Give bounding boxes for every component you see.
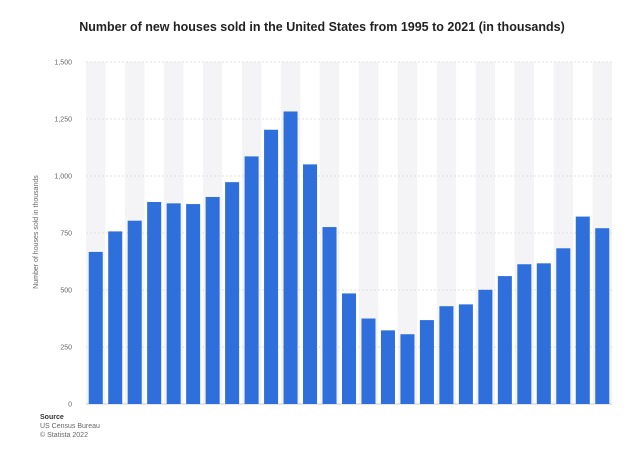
- bar-2009: [361, 318, 376, 404]
- y-tick-label: 0: [68, 402, 72, 409]
- bar-2004: [264, 129, 279, 404]
- y-tick-label: 1,000: [54, 174, 72, 181]
- bar-2008: [341, 293, 357, 404]
- y-tick-label: 250: [60, 345, 72, 352]
- bar-2013: [439, 306, 454, 404]
- bar-1999: [166, 203, 181, 404]
- bar-1996: [108, 231, 123, 404]
- bar-2019: [556, 248, 571, 404]
- y-tick-label: 1,250: [54, 117, 72, 124]
- source-name: US Census Bureau: [40, 423, 100, 430]
- bar-1998: [147, 201, 162, 404]
- bar-1997: [127, 220, 142, 404]
- bar-2018: [536, 263, 551, 404]
- bar-2021: [595, 228, 610, 404]
- bar-1995: [88, 251, 103, 404]
- bar-2017: [517, 264, 532, 404]
- source-heading: Source: [40, 414, 64, 421]
- bar-2015: [478, 289, 493, 404]
- bar-2006: [303, 164, 318, 404]
- y-axis-ticks: 0 250 500 750 1,000 1,250 1,500: [54, 60, 72, 409]
- bar-2014: [458, 304, 473, 404]
- chart-title: Number of new houses sold in the United …: [79, 20, 565, 34]
- bar-2010: [380, 330, 395, 404]
- y-tick-label: 750: [60, 231, 72, 238]
- copyright: © Statista 2022: [40, 432, 88, 439]
- y-tick-label: 1,500: [54, 60, 72, 67]
- bar-2000: [186, 204, 201, 404]
- y-tick-label: 500: [60, 288, 72, 295]
- bar-2016: [497, 276, 512, 404]
- bar-2011: [400, 334, 415, 404]
- source-footer: Source US Census Bureau © Statista 2022: [40, 413, 100, 440]
- bar-2005: [283, 111, 298, 404]
- y-axis-title: Number of houses sold in thousands: [33, 175, 40, 289]
- bars: [88, 111, 610, 404]
- bar-2003: [244, 156, 259, 404]
- bar-2020: [575, 216, 590, 404]
- bar-2002: [225, 182, 240, 404]
- bar-2001: [205, 196, 220, 404]
- bar-2007: [322, 227, 337, 404]
- bar-2012: [419, 320, 434, 404]
